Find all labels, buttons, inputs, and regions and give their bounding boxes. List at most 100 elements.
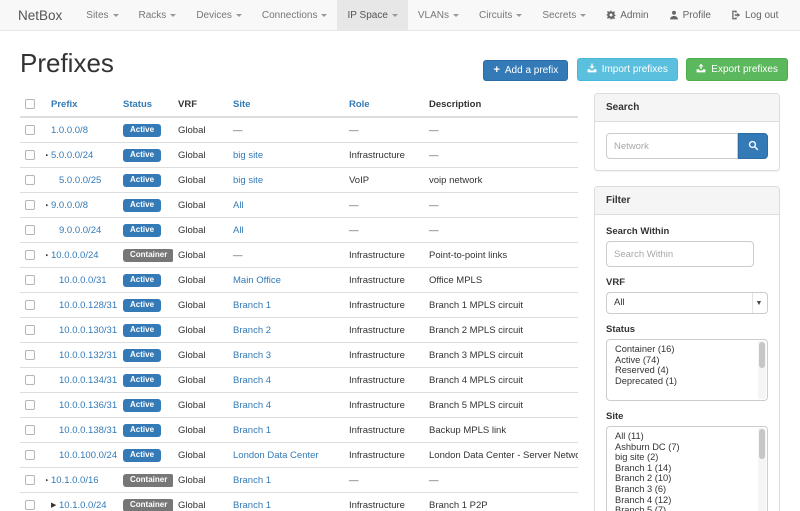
- import-prefixes-button[interactable]: Import prefixes: [576, 58, 678, 81]
- profile-link[interactable]: Profile: [659, 0, 721, 30]
- prefix-link[interactable]: 10.0.0.138/31: [59, 424, 118, 436]
- status-option[interactable]: Deprecated (1): [615, 375, 678, 386]
- site-option[interactable]: Branch 4 (12): [615, 494, 672, 505]
- row-checkbox[interactable]: [25, 149, 35, 160]
- row-checkbox[interactable]: [25, 124, 35, 135]
- site-link[interactable]: London Data Center: [233, 449, 319, 461]
- expand-arrow-icon[interactable]: ▶: [51, 501, 57, 509]
- prefix-link[interactable]: 10.0.0.132/31: [59, 349, 118, 361]
- site-link[interactable]: All: [233, 199, 244, 211]
- nav-item-circuits[interactable]: Circuits: [469, 0, 532, 30]
- row-checkbox[interactable]: [25, 274, 35, 285]
- prefix-link[interactable]: 10.1.0.0/24: [59, 499, 107, 511]
- site-link[interactable]: Branch 1: [233, 299, 272, 311]
- row-checkbox[interactable]: [25, 324, 35, 335]
- site-link[interactable]: Branch 3: [233, 349, 272, 361]
- add-prefix-button[interactable]: + Add a prefix: [483, 60, 569, 81]
- expand-arrow-icon[interactable]: ▶: [46, 201, 51, 209]
- site-option[interactable]: Branch 2 (10): [615, 473, 672, 484]
- row-checkbox[interactable]: [25, 424, 35, 435]
- site-link[interactable]: Branch 1: [233, 474, 272, 486]
- site-link[interactable]: Branch 4: [233, 374, 272, 386]
- column-header-role[interactable]: Role: [344, 93, 424, 118]
- site-link[interactable]: Branch 4: [233, 399, 272, 411]
- search-within-input[interactable]: [606, 241, 754, 267]
- row-checkbox[interactable]: [25, 224, 35, 235]
- site-option[interactable]: big site (2): [615, 452, 659, 463]
- site-link[interactable]: big site: [233, 149, 264, 161]
- prefix-link[interactable]: 10.0.0.0/24: [51, 249, 99, 261]
- status-option[interactable]: Reserved (4): [615, 365, 669, 376]
- nav-menu: Sites Racks Devices Connections IP Space VLAN…: [76, 0, 596, 30]
- row-checkbox[interactable]: [25, 449, 35, 460]
- site-link[interactable]: Branch 1: [233, 424, 272, 436]
- prefix-link[interactable]: 5.0.0.0/25: [59, 174, 102, 186]
- expand-arrow-icon[interactable]: ▶: [46, 151, 51, 159]
- vrf-cell: Global: [173, 267, 228, 293]
- nav-item-ip-space[interactable]: IP Space: [337, 0, 408, 30]
- expand-arrow-icon[interactable]: ▶: [46, 476, 51, 484]
- site-option[interactable]: All (11): [615, 431, 644, 441]
- site-option[interactable]: Ashburn DC (7): [615, 441, 680, 452]
- nav-item-connections[interactable]: Connections: [252, 0, 338, 30]
- site-option[interactable]: Branch 3 (6): [615, 483, 667, 494]
- nav-item-vlans[interactable]: VLANs: [408, 0, 469, 30]
- prefix-link[interactable]: 9.0.0.0/24: [59, 224, 102, 236]
- prefix-link[interactable]: 10.0.0.130/31: [59, 324, 118, 336]
- status-option[interactable]: Active (74): [615, 354, 660, 365]
- nav-item-devices[interactable]: Devices: [186, 0, 252, 30]
- prefix-link[interactable]: 10.0.0.0/31: [59, 274, 107, 286]
- row-checkbox[interactable]: [25, 349, 35, 360]
- nav-item-secrets[interactable]: Secrets: [532, 0, 596, 30]
- row-checkbox[interactable]: [25, 374, 35, 385]
- export-prefixes-button[interactable]: Export prefixes: [686, 58, 788, 81]
- site-link[interactable]: Branch 2: [233, 324, 272, 336]
- status-filter-listbox[interactable]: Container (16) Active (74) Reserved (4) Dep…: [606, 339, 768, 401]
- expand-arrow-icon[interactable]: ▶: [46, 251, 51, 259]
- log-out-link[interactable]: Log out: [721, 0, 788, 30]
- column-header-status[interactable]: Status: [118, 93, 173, 118]
- site-option[interactable]: Branch 1 (14): [615, 462, 672, 473]
- search-button[interactable]: [738, 133, 768, 159]
- description-cell: Branch 1 MPLS circuit: [424, 292, 578, 318]
- site-cell: big site: [228, 142, 344, 168]
- row-checkbox[interactable]: [25, 499, 35, 510]
- status-option[interactable]: Container (16): [615, 344, 675, 354]
- prefix-link[interactable]: 10.0.100.0/24: [59, 449, 118, 461]
- prefix-link[interactable]: 10.0.0.128/31: [59, 299, 118, 311]
- row-checkbox[interactable]: [25, 399, 35, 410]
- row-checkbox[interactable]: [25, 249, 35, 260]
- site-link[interactable]: Main Office: [233, 274, 281, 286]
- caret-down-icon: [235, 13, 242, 17]
- site-link[interactable]: All: [233, 224, 244, 236]
- nav-item-sites[interactable]: Sites: [76, 0, 128, 30]
- description-cell: —: [424, 192, 578, 218]
- site-link[interactable]: Branch 1: [233, 499, 272, 511]
- row-checkbox[interactable]: [25, 474, 35, 485]
- vrf-cell: Global: [173, 292, 228, 318]
- site-option[interactable]: Branch 5 (7): [615, 505, 667, 511]
- select-all-checkbox[interactable]: [25, 99, 35, 110]
- row-checkbox[interactable]: [25, 174, 35, 185]
- nav-item-racks[interactable]: Racks: [129, 0, 187, 30]
- role-cell: Infrastructure: [344, 142, 424, 168]
- site-filter-listbox[interactable]: All (11) Ashburn DC (7) big site (2) Branch…: [606, 426, 768, 511]
- scrollbar[interactable]: [758, 428, 766, 511]
- row-checkbox[interactable]: [25, 299, 35, 310]
- vrf-select[interactable]: All ▼: [606, 292, 768, 314]
- prefix-link[interactable]: 10.0.0.136/31: [59, 399, 118, 411]
- column-header-prefix[interactable]: Prefix: [46, 93, 118, 118]
- prefix-link[interactable]: 9.0.0.0/8: [51, 199, 88, 211]
- column-header-site[interactable]: Site: [228, 93, 344, 118]
- search-input[interactable]: [606, 133, 738, 159]
- prefix-link[interactable]: 5.0.0.0/24: [51, 149, 94, 161]
- prefix-link[interactable]: 10.1.0.0/16: [51, 474, 99, 486]
- app-brand[interactable]: NetBox: [18, 8, 63, 23]
- site-link[interactable]: big site: [233, 174, 264, 186]
- scrollbar[interactable]: [758, 341, 766, 399]
- row-checkbox[interactable]: [25, 199, 35, 210]
- prefix-link[interactable]: 1.0.0.0/8: [51, 124, 88, 136]
- status-badge: Active: [123, 173, 162, 187]
- admin-link[interactable]: Admin: [596, 0, 658, 30]
- prefix-link[interactable]: 10.0.0.134/31: [59, 374, 118, 386]
